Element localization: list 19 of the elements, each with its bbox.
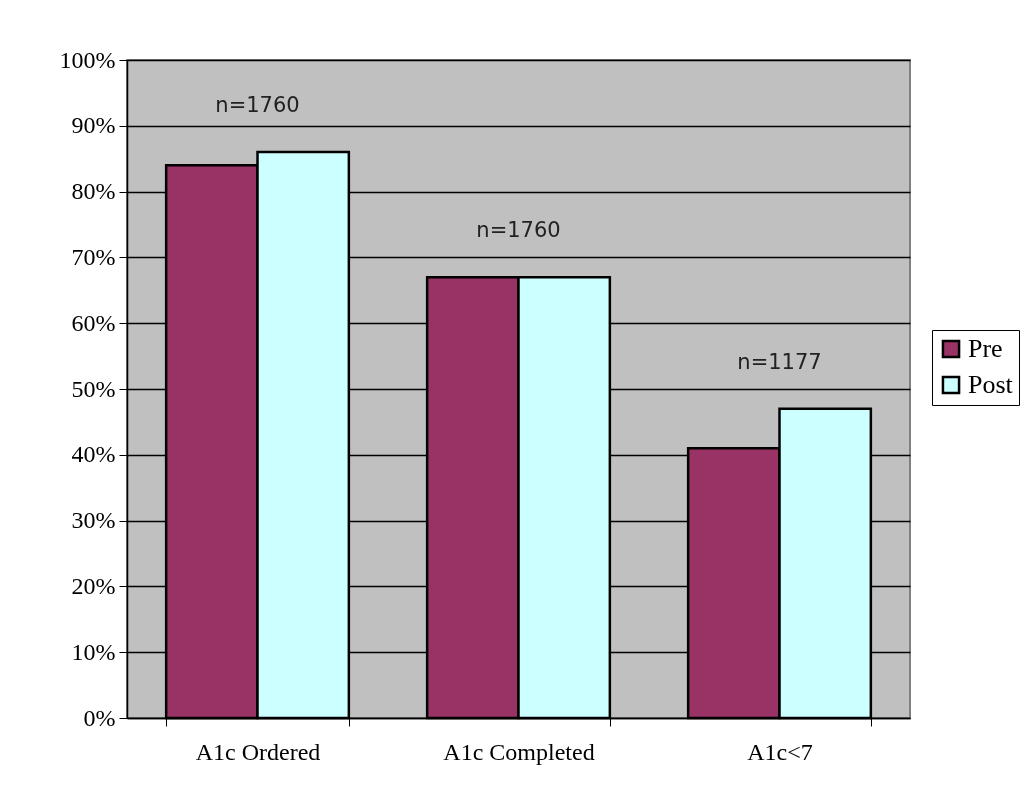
x-tick-label: A1c Completed bbox=[443, 738, 595, 765]
legend-label: Pre bbox=[968, 334, 1003, 363]
y-tick-label: 90% bbox=[71, 112, 116, 139]
y-tick-label: 100% bbox=[59, 46, 116, 73]
annotation: n=1760 bbox=[215, 93, 300, 118]
annotation: n=1760 bbox=[476, 218, 561, 243]
y-tick-label: 80% bbox=[71, 178, 116, 205]
y-tick-label: 20% bbox=[71, 572, 116, 599]
y-tick-label: 10% bbox=[71, 638, 116, 665]
annotation: n=1177 bbox=[737, 349, 822, 374]
y-tick-label: 50% bbox=[71, 375, 116, 402]
y-tick-label: 30% bbox=[71, 507, 116, 534]
legend-label: Post bbox=[968, 370, 1014, 399]
x-tick-label: A1c Ordered bbox=[195, 738, 321, 765]
y-tick-label: 40% bbox=[71, 441, 116, 468]
y-tick-label: 60% bbox=[71, 309, 116, 336]
y-tick-label: 0% bbox=[83, 704, 116, 731]
x-tick-label: A1c<7 bbox=[747, 738, 813, 765]
y-tick-label: 70% bbox=[71, 243, 116, 270]
